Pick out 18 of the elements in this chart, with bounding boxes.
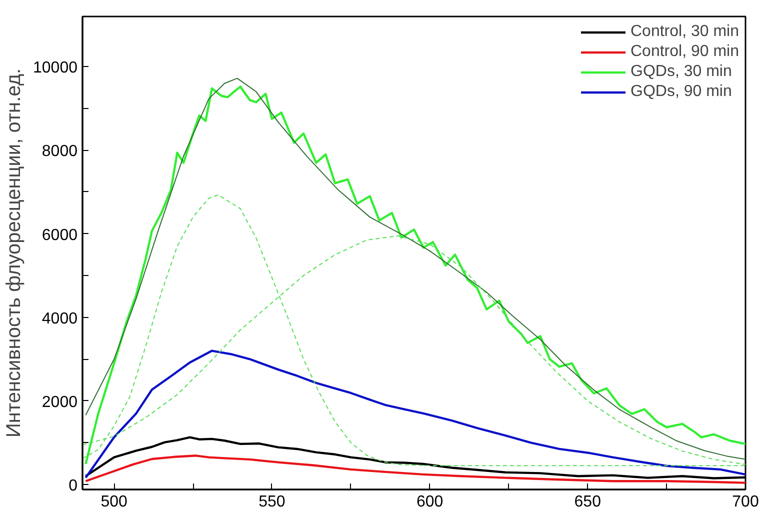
line-series: [84, 454, 746, 484]
y-tick-label: 0: [68, 477, 78, 494]
y-tick-label: 4000: [42, 310, 78, 328]
y-tick-label: 8000: [42, 143, 78, 160]
legend-label: GQDs, 90 min: [630, 83, 732, 101]
legend-label: Control, 30 min: [630, 23, 739, 41]
legend-label: GQDs, 30 min: [630, 63, 732, 81]
y-tick-label: 2000: [42, 394, 78, 411]
line-series: [84, 350, 746, 479]
x-tick-label: 500: [100, 494, 128, 509]
y-tick-label: 6000: [42, 226, 78, 244]
y-tick-label: 10000: [33, 60, 78, 77]
x-tick-label: 600: [416, 494, 444, 509]
x-tick-label: 550: [258, 494, 286, 509]
x-tick-label: 650: [574, 494, 602, 509]
y-axis-title: Интенсивность флуоресценции, отн.ед.: [3, 68, 26, 438]
x-tick-label: 700: [732, 494, 759, 509]
legend-label: Control, 90 min: [630, 43, 739, 61]
